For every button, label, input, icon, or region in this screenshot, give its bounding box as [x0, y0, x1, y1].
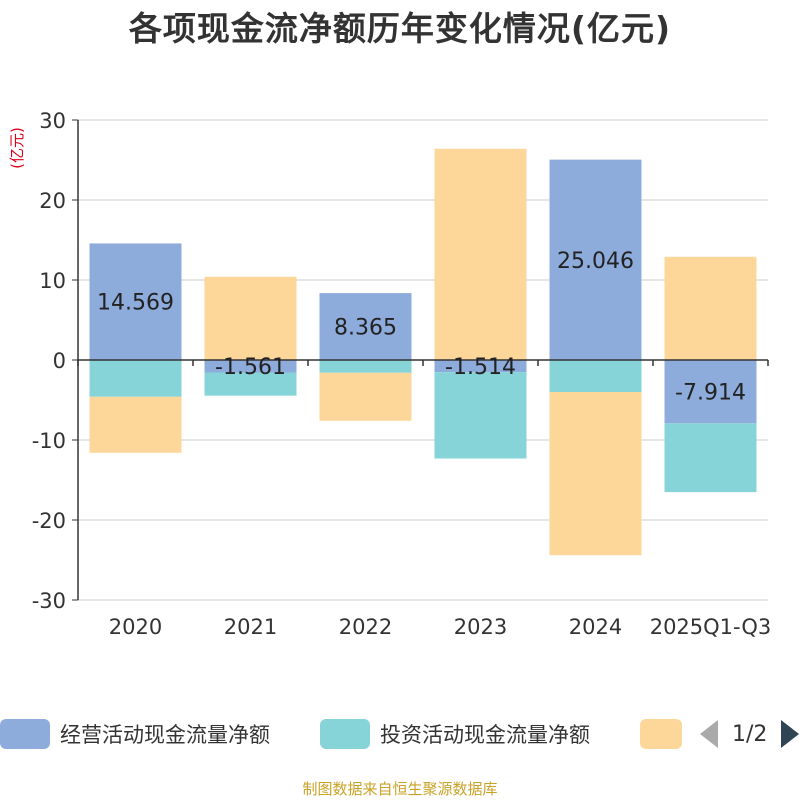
- source-note: 制图数据来自恒生聚源数据库: [302, 780, 498, 798]
- x-tick-label: 2021: [224, 615, 277, 639]
- x-tick-label: 2023: [454, 615, 507, 639]
- y-axis-label: (亿元): [8, 127, 26, 169]
- chart-title: 各项现金流净额历年变化情况(亿元): [128, 9, 672, 48]
- y-tick-label: -30: [32, 589, 66, 613]
- bar-2021-series-2: [204, 276, 297, 360]
- x-tick-label: 2022: [339, 615, 392, 639]
- bar-2023-series-2: [434, 148, 527, 360]
- bar-2022-series-1: [319, 360, 412, 373]
- x-tick-label: 2020: [109, 615, 162, 639]
- bar-2025Q1-Q3-series-2: [664, 256, 757, 360]
- bar-2022-series-0: [319, 293, 412, 360]
- y-tick-label: -10: [32, 429, 66, 453]
- legend: 经营活动现金流量净额 投资活动现金流量净额: [0, 714, 800, 754]
- next-page-icon[interactable]: [781, 720, 800, 748]
- legend-label-investing: 投资活动现金流量净额: [380, 723, 590, 747]
- data-label: 14.569: [97, 291, 174, 316]
- bar-2020-series-0: [89, 243, 182, 360]
- bar-2025Q1-Q3-series-1: [664, 423, 757, 493]
- data-label: 25.046: [557, 249, 634, 274]
- bar-2022-series-2: [319, 372, 412, 421]
- legend-swatch-investing: [320, 719, 370, 749]
- y-tick-label: 30: [39, 109, 66, 133]
- bar-2024-series-0: [549, 159, 642, 360]
- prev-page-icon[interactable]: [700, 720, 718, 748]
- axes: 30 20 10 0 -10 -20 -30 2020 2021 2022 2023 2024 2025…: [32, 109, 772, 639]
- data-labels: 14.569 -1.561 8.365 -1.514 25.046 -7.914: [97, 249, 746, 406]
- legend-item-financing[interactable]: [640, 714, 682, 754]
- bar-2024-series-2: [549, 392, 642, 556]
- legend-item-operating[interactable]: 经营活动现金流量净额: [0, 714, 270, 754]
- chart-area: 30 20 10 0 -10 -20 -30 2020 2021 2022 2023 2024 2025…: [8, 109, 772, 639]
- legend-pager: 1/2: [700, 714, 800, 754]
- bar-2025Q1-Q3-series-0: [664, 360, 757, 424]
- bar-2023-series-0: [434, 360, 527, 373]
- legend-swatch-financing: [640, 719, 682, 749]
- legend-item-investing[interactable]: 投资活动现金流量净额: [320, 714, 590, 754]
- y-tick-label: -20: [32, 509, 66, 533]
- x-tick-label: 2024: [569, 615, 622, 639]
- data-label: -1.514: [445, 355, 516, 380]
- page-indicator: 1/2: [732, 721, 768, 747]
- bar-2023-series-1: [434, 372, 527, 459]
- legend-swatch-operating: [0, 719, 50, 749]
- bar-2024-series-1: [549, 360, 642, 392]
- x-tick-label: 2025Q1-Q3: [650, 615, 772, 639]
- bar-2021-series-1: [204, 372, 297, 396]
- bar-2021-series-0: [204, 360, 297, 373]
- legend-label-operating: 经营活动现金流量净额: [60, 723, 270, 747]
- data-label: -7.914: [675, 381, 746, 406]
- grid-lines: [78, 119, 768, 601]
- y-tick-label: 20: [39, 189, 66, 213]
- bars: [89, 148, 757, 556]
- y-tick-label: 0: [53, 349, 66, 373]
- data-label: 8.365: [334, 316, 397, 341]
- data-label: -1.561: [215, 355, 286, 380]
- y-tick-label: 10: [39, 269, 66, 293]
- bar-2020-series-1: [89, 360, 182, 397]
- bar-2020-series-2: [89, 396, 182, 453]
